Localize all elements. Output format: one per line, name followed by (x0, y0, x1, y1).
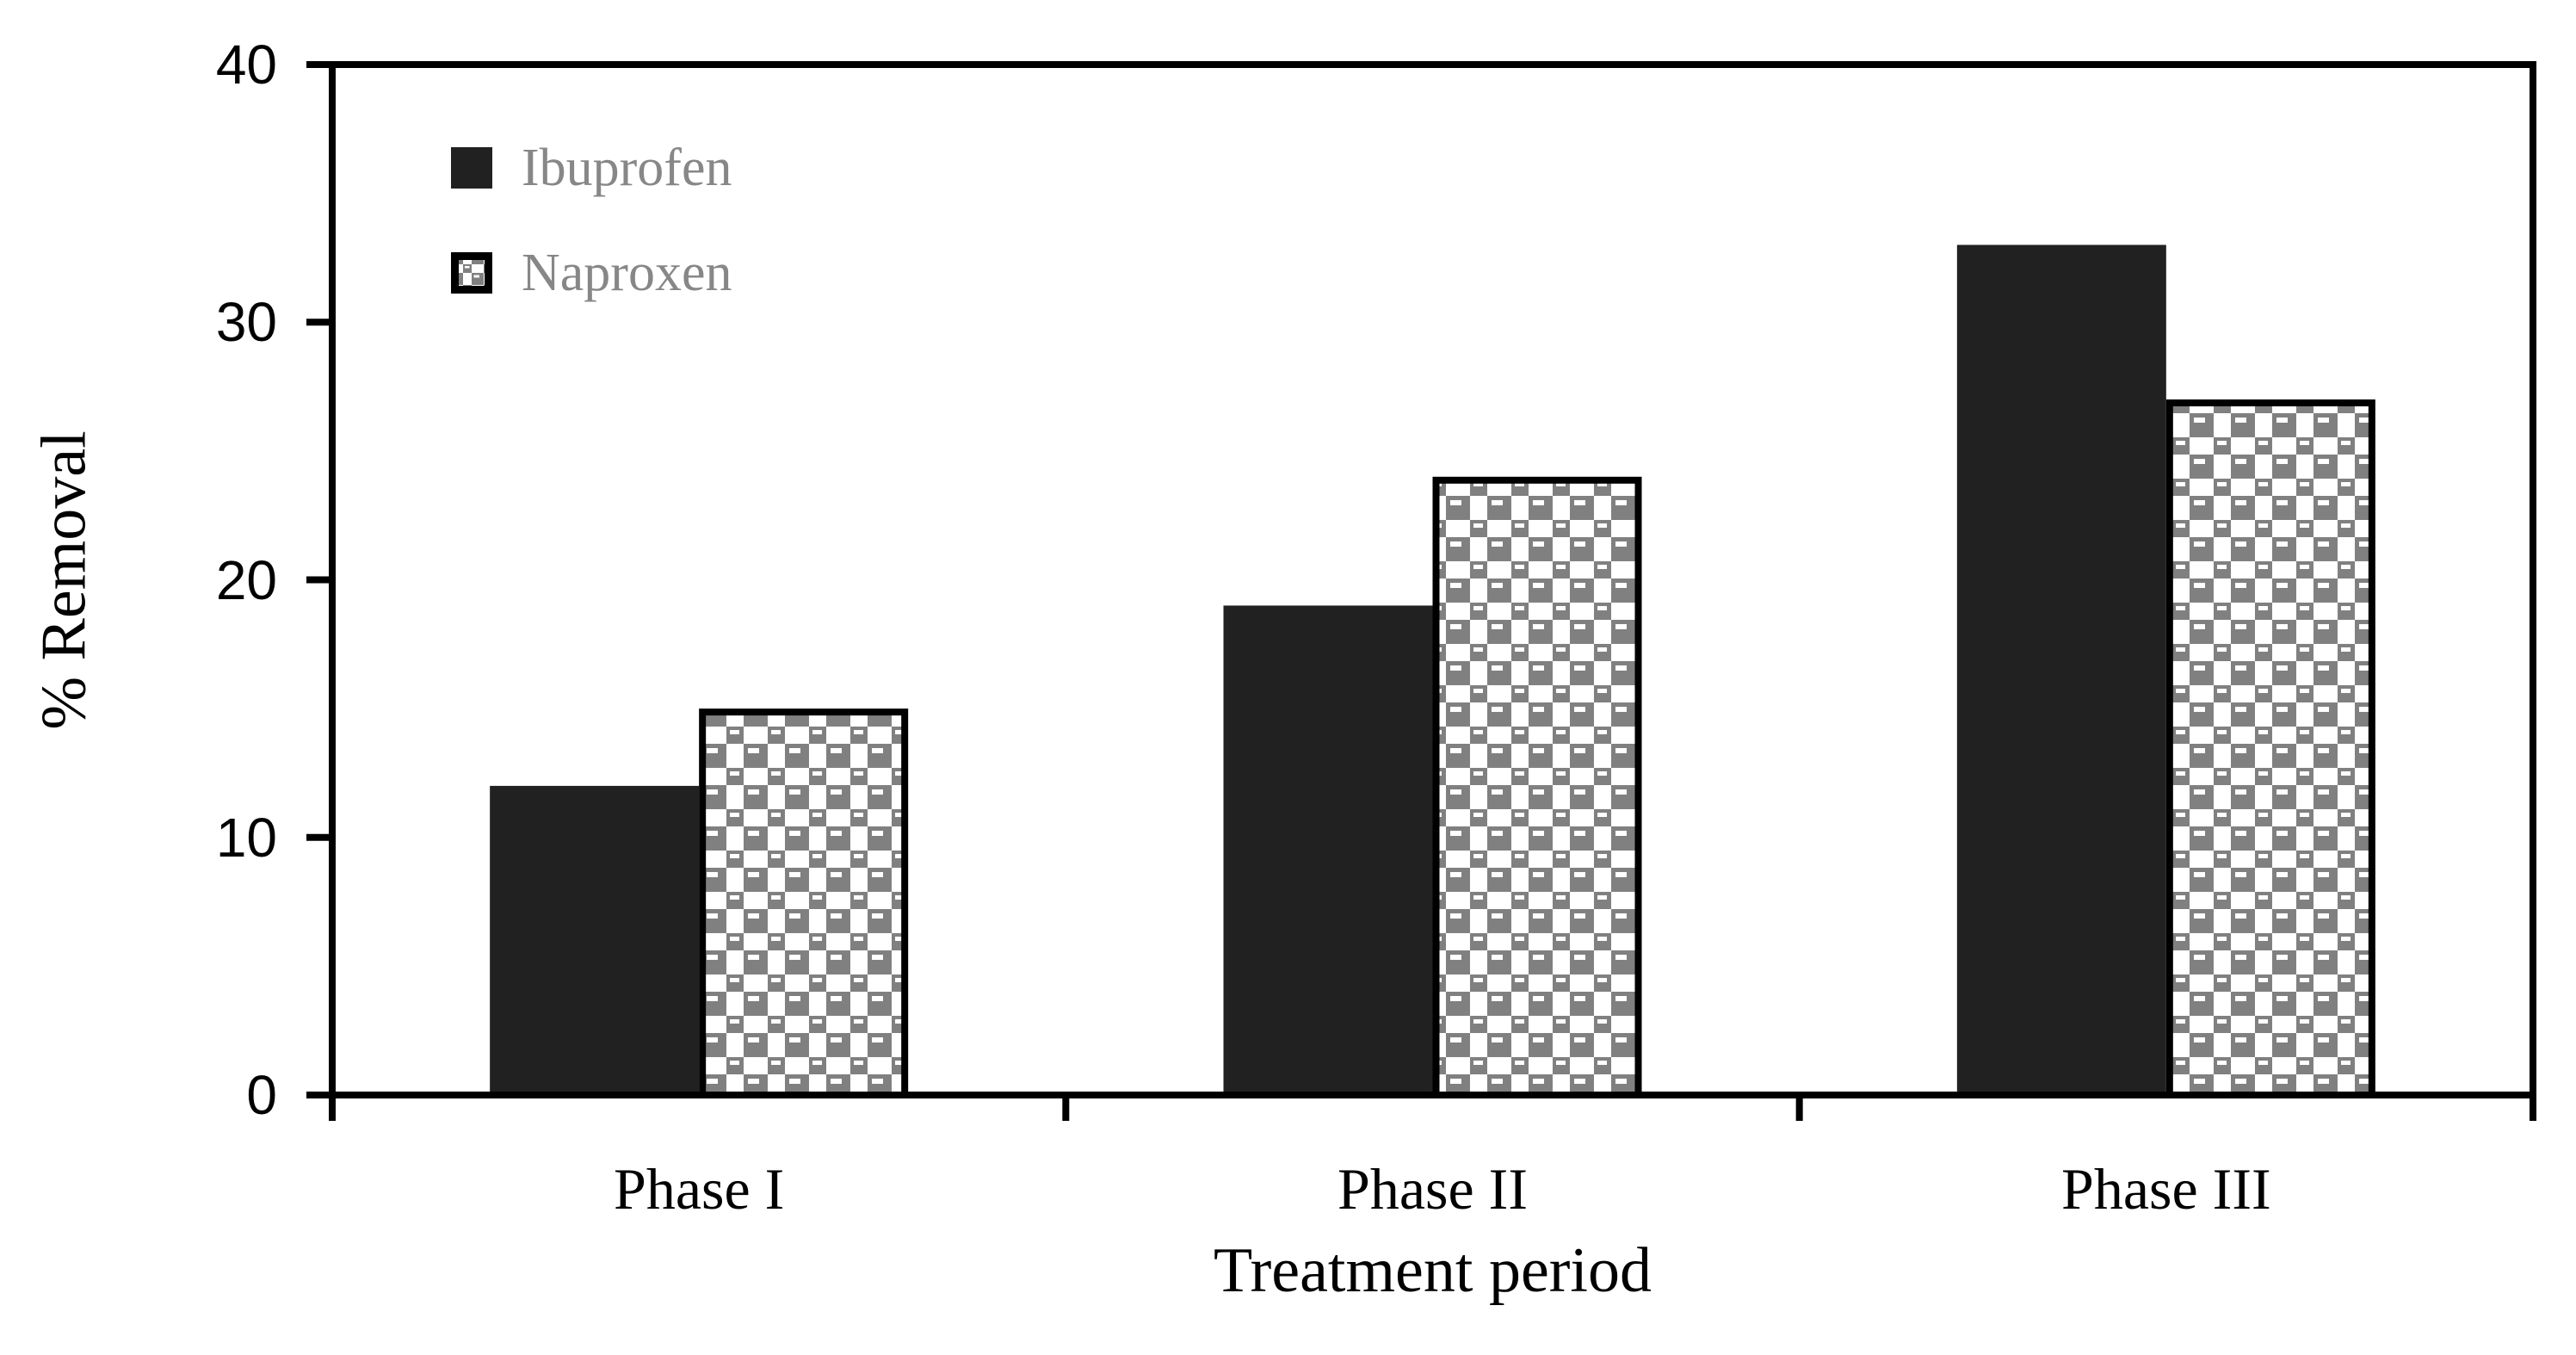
bar-ibuprofen-phase-iii (1956, 244, 2166, 1096)
x-category-label-phase-i: Phase I (614, 1156, 785, 1222)
y-tick-label: 10 (215, 806, 277, 869)
legend-label-ibuprofen: Ibuprofen (522, 139, 732, 197)
y-tick-label: 40 (215, 34, 277, 96)
bar-ibuprofen-phase-i (490, 785, 700, 1095)
legend: Ibuprofen Naproxen (451, 141, 732, 300)
bar-ibuprofen-phase-ii (1223, 605, 1433, 1095)
y-tick-label: 30 (215, 291, 277, 354)
legend-item-ibuprofen: Ibuprofen (451, 141, 732, 195)
x-category-label-phase-iii: Phase III (2061, 1156, 2271, 1222)
y-tick-label: 0 (246, 1064, 277, 1126)
y-axis-title: % Removal (28, 430, 100, 730)
bar-naproxen-phase-ii (1432, 476, 1642, 1098)
legend-item-naproxen: Naproxen (451, 246, 732, 300)
x-category-label-phase-ii: Phase II (1337, 1156, 1528, 1222)
bar-naproxen-phase-i (699, 708, 909, 1098)
x-axis-title: Treatment period (1213, 1235, 1652, 1306)
legend-swatch-naproxen (451, 252, 492, 294)
y-tick-label: 20 (215, 548, 277, 611)
legend-label-naproxen: Naproxen (522, 244, 732, 302)
legend-swatch-ibuprofen (451, 147, 492, 189)
bar-naproxen-phase-iii (2165, 399, 2375, 1098)
